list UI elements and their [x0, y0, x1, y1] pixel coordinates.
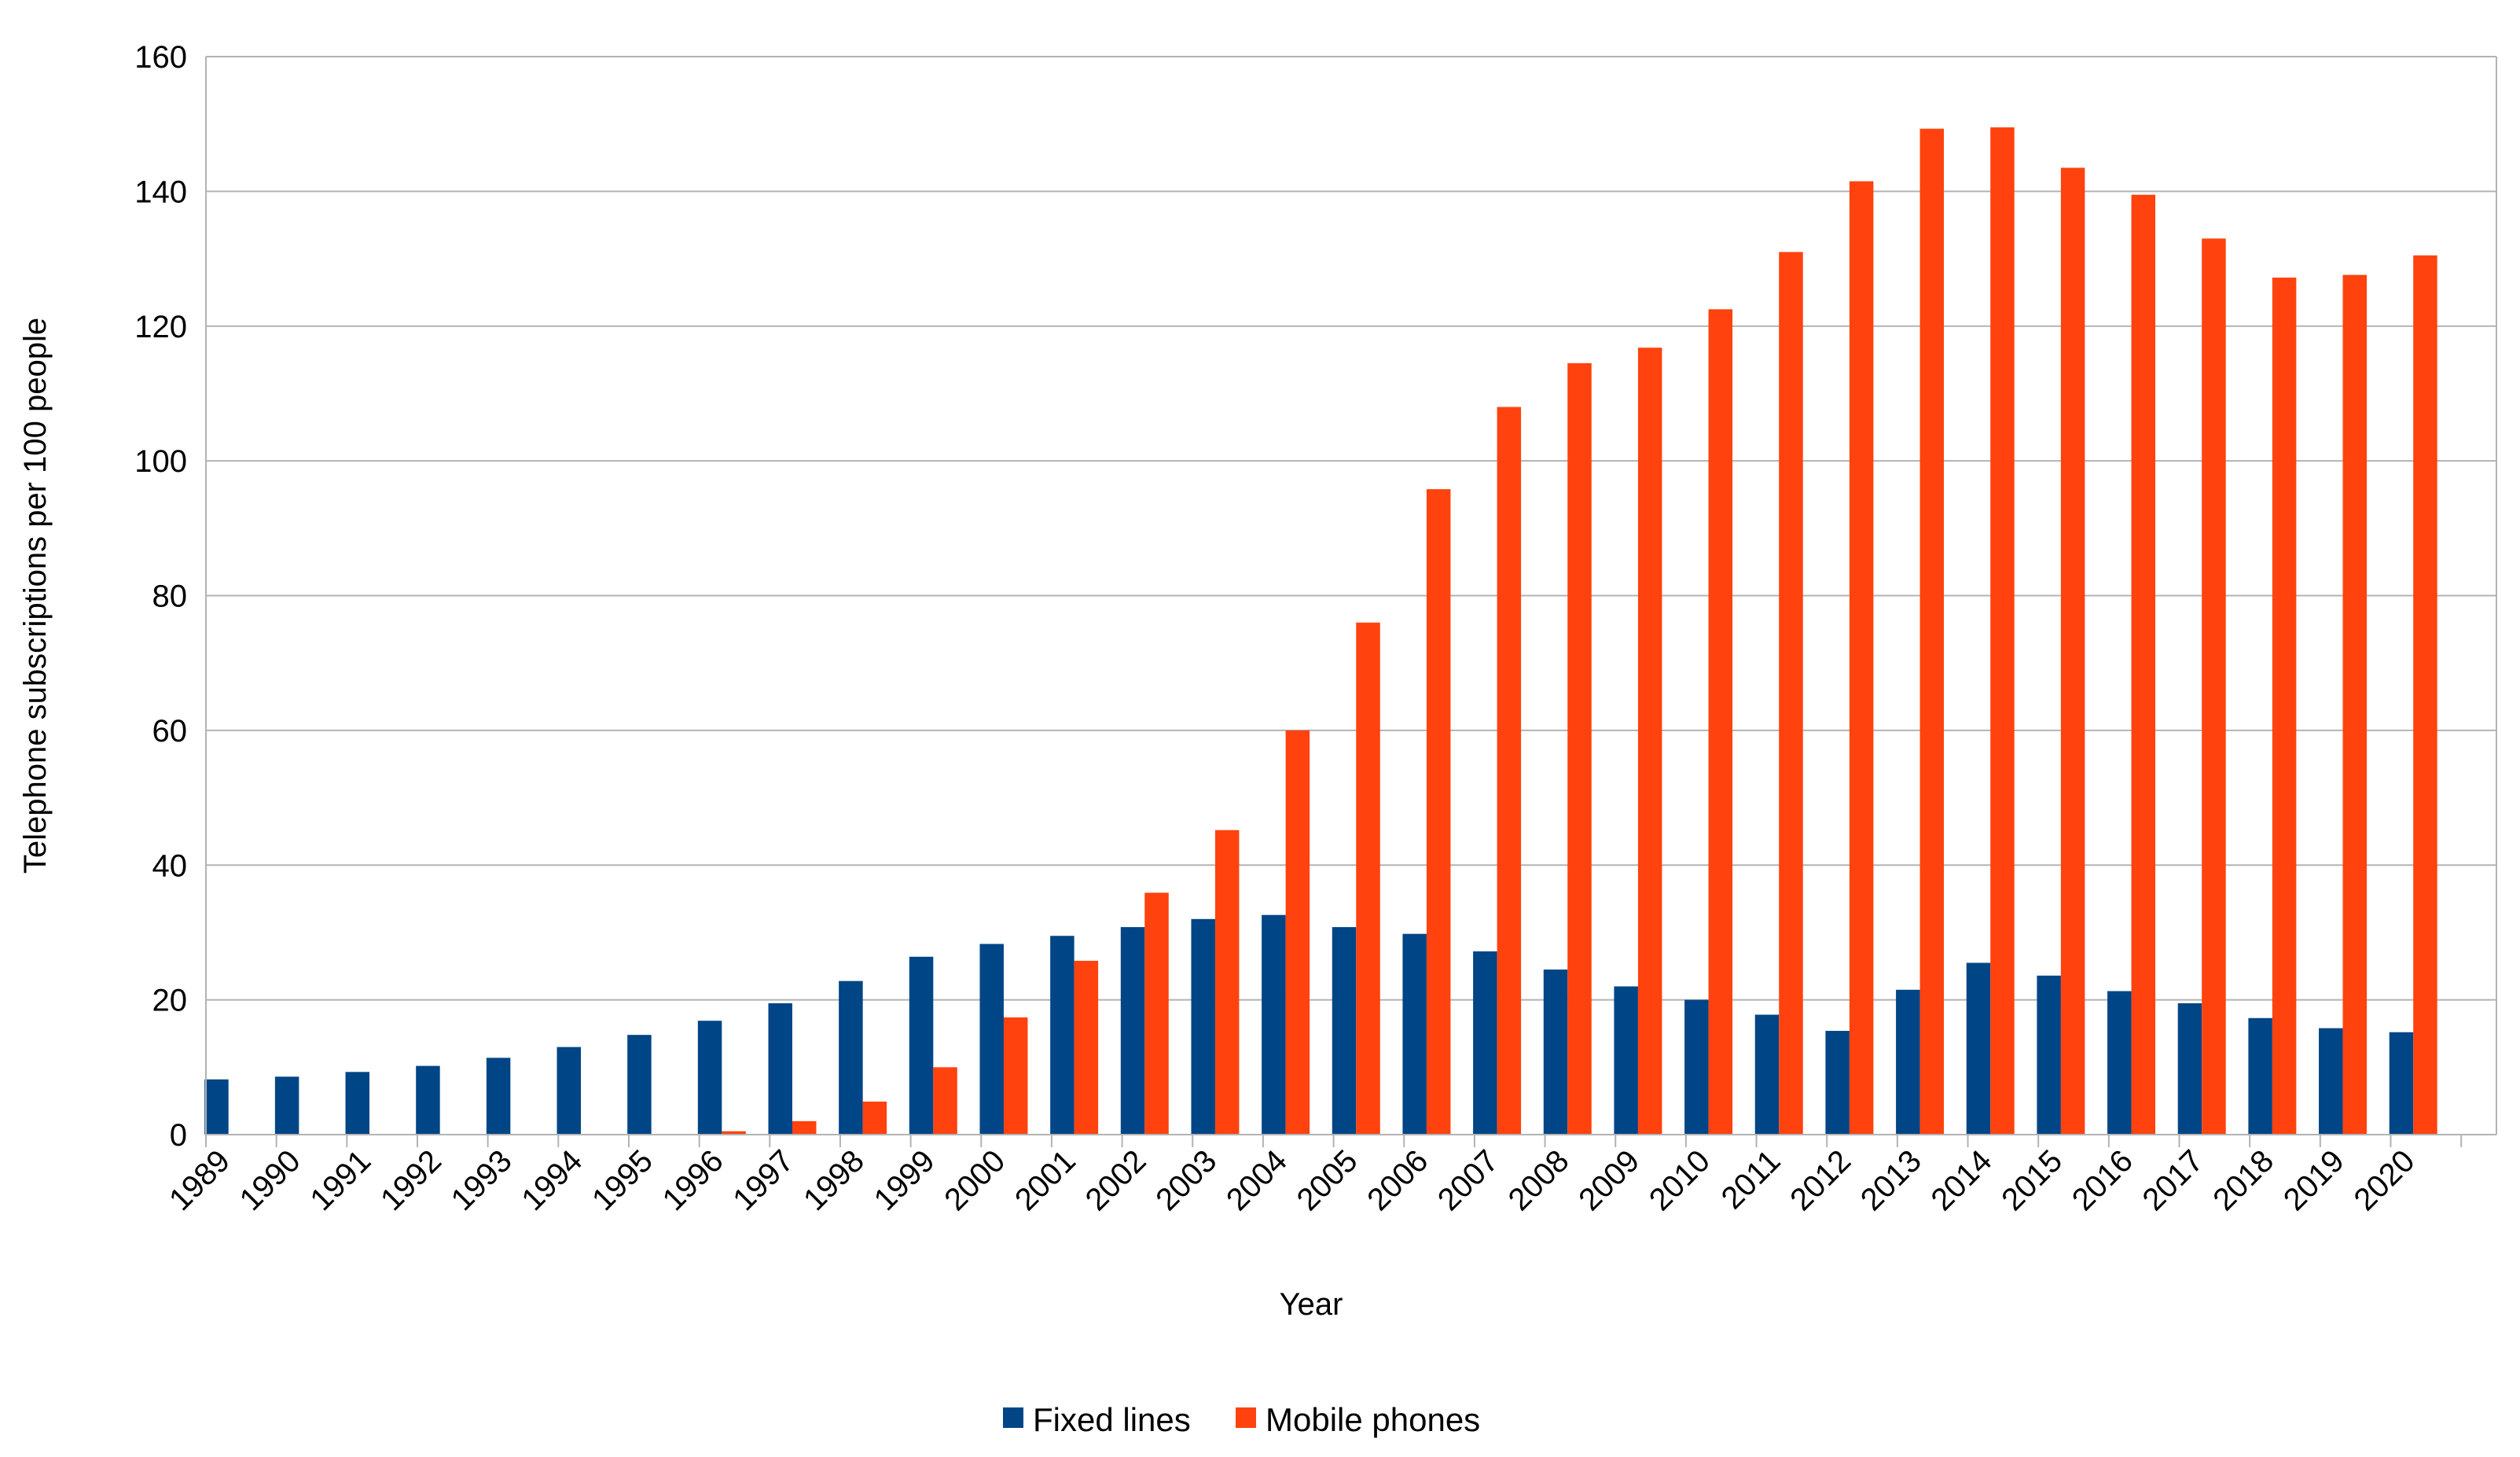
y-tick-label: 80: [152, 579, 188, 614]
bar-fixed-lines-2014: [1966, 962, 1991, 1135]
bar-mobile-phones-2006: [1426, 489, 1451, 1135]
y-axis-title: Telephone subscriptions per 100 people: [18, 318, 53, 874]
bar-fixed-lines-2018: [2248, 1017, 2272, 1135]
bar-fixed-lines-2013: [1896, 989, 1920, 1135]
y-tick-label: 0: [170, 1118, 187, 1153]
bar-mobile-phones-2020: [2413, 255, 2437, 1135]
bar-fixed-lines-1993: [486, 1058, 511, 1135]
bar-mobile-phones-2012: [1849, 181, 1874, 1135]
bar-fixed-lines-2017: [2177, 1003, 2202, 1135]
y-tick-labels: 0 20 40 60 80 100 120 140 160: [134, 40, 187, 1153]
legend-label-mobile-phones: Mobile phones: [1266, 1401, 1480, 1438]
bar-mobile-phones-2008: [1567, 362, 1592, 1135]
bar-mobile-phones-2003: [1214, 830, 1240, 1135]
bar-fixed-lines-2019: [2319, 1028, 2343, 1135]
bar-mobile-phones-1997: [792, 1120, 817, 1135]
bar-fixed-lines-2009: [1614, 986, 1638, 1135]
bar-mobile-phones-2014: [1990, 127, 2015, 1135]
bar-fixed-lines-2020: [2389, 1032, 2414, 1135]
bar-fixed-lines-1998: [839, 981, 863, 1135]
bar-mobile-phones-2017: [2202, 238, 2226, 1135]
bar-mobile-phones-2019: [2342, 274, 2368, 1135]
y-tick-label: 40: [152, 848, 188, 883]
bar-mobile-phones-2013: [1919, 128, 1945, 1135]
bar-fixed-lines-1997: [768, 1003, 792, 1135]
bar-mobile-phones-2010: [1708, 309, 1733, 1135]
y-tick-label: 100: [134, 444, 187, 479]
y-tick-label: 160: [134, 40, 187, 75]
bar-fixed-lines-2004: [1262, 914, 1286, 1135]
bar-mobile-phones-2000: [1003, 1017, 1028, 1135]
legend: Fixed lines Mobile phones: [1003, 1401, 1480, 1438]
x-axis-title: Year: [1280, 1287, 1343, 1322]
bar-mobile-phones-1996: [722, 1131, 746, 1135]
y-tick-label: 140: [134, 175, 187, 209]
bar-mobile-phones-2018: [2272, 278, 2297, 1135]
bar-fixed-lines-2016: [2107, 991, 2132, 1135]
legend-swatch-mobile-phones: [1236, 1407, 1256, 1428]
legend-label-fixed-lines: Fixed lines: [1033, 1401, 1191, 1438]
bar-mobile-phones-2015: [2060, 167, 2085, 1135]
bar-fixed-lines-2007: [1473, 951, 1497, 1135]
bar-fixed-lines-2010: [1684, 999, 1709, 1135]
bar-fixed-lines-1992: [416, 1065, 440, 1135]
bar-fixed-lines-2005: [1332, 927, 1357, 1135]
bar-fixed-lines-2015: [2037, 975, 2061, 1135]
bar-mobile-phones-2004: [1285, 730, 1310, 1135]
bar-fixed-lines-1989: [204, 1079, 229, 1135]
bar-fixed-lines-1999: [909, 956, 934, 1135]
bar-fixed-lines-2001: [1050, 936, 1074, 1135]
bar-fixed-lines-2012: [1825, 1031, 1850, 1135]
bar-fixed-lines-2008: [1543, 969, 1568, 1135]
legend-swatch-fixed-lines: [1003, 1407, 1023, 1428]
bar-fixed-lines-1996: [697, 1021, 722, 1135]
bar-fixed-lines-2000: [979, 944, 1004, 1135]
bar-mobile-phones-1998: [862, 1102, 887, 1135]
y-tick-label: 120: [134, 310, 187, 344]
bar-fixed-lines-2002: [1120, 927, 1145, 1135]
bar-fixed-lines-1995: [627, 1035, 652, 1135]
bar-mobile-phones-2016: [2131, 194, 2156, 1135]
bar-fixed-lines-1990: [274, 1076, 299, 1135]
bar-mobile-phones-2002: [1144, 892, 1169, 1135]
bar-fixed-lines-2006: [1402, 933, 1427, 1135]
y-tick-label: 60: [152, 714, 188, 749]
bars: [204, 127, 2437, 1135]
bar-mobile-phones-2009: [1637, 348, 1662, 1135]
bar-fixed-lines-2011: [1754, 1014, 1780, 1135]
axes: [205, 57, 2497, 1147]
bar-mobile-phones-2001: [1074, 960, 1099, 1135]
bar-mobile-phones-2005: [1356, 622, 1380, 1135]
bar-mobile-phones-2011: [1779, 252, 1803, 1135]
y-tick-label: 20: [152, 984, 188, 1018]
bar-mobile-phones-2007: [1497, 407, 1522, 1135]
bar-mobile-phones-1999: [933, 1067, 957, 1135]
bar-fixed-lines-2003: [1191, 918, 1215, 1135]
bar-fixed-lines-1991: [345, 1072, 370, 1135]
bar-fixed-lines-1994: [557, 1047, 581, 1135]
